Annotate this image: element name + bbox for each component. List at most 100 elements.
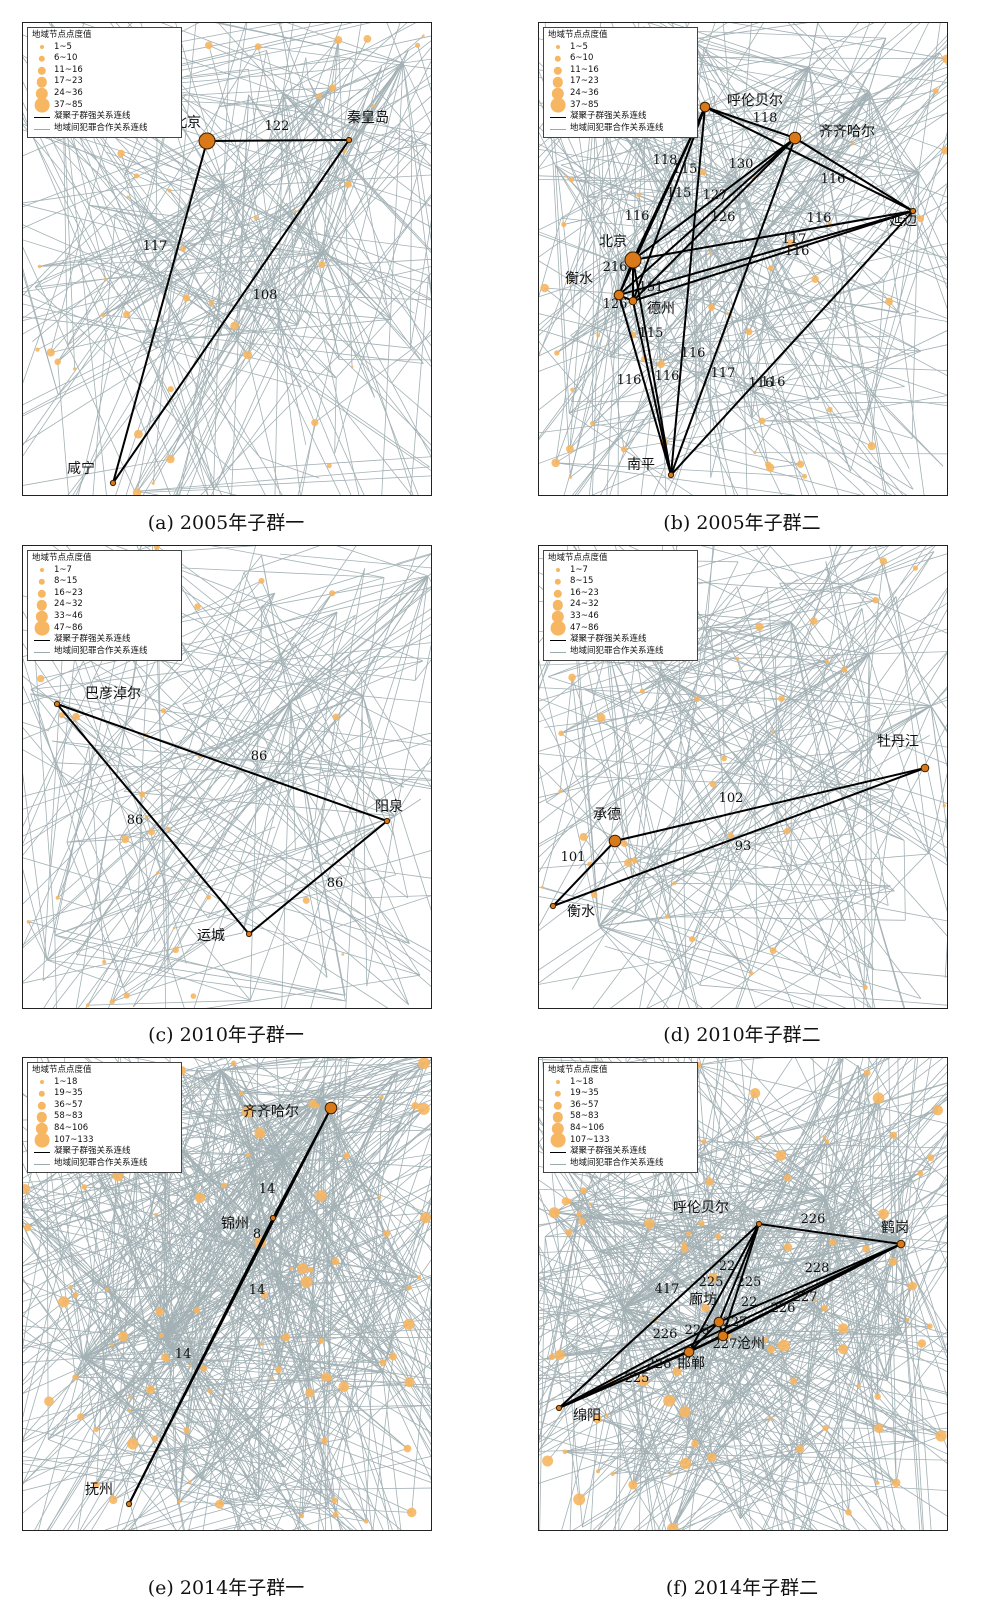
- panel-b-network-map: 118 118 116 115 116 130 127 126 116 117 116 117 116 1…: [538, 22, 948, 496]
- weak-link: [23, 1329, 259, 1501]
- weak-link: [66, 838, 126, 843]
- weak-link: [808, 1439, 861, 1530]
- weak-link: [748, 360, 769, 465]
- legend-class-label: 1~5: [570, 41, 588, 52]
- weak-link: [539, 234, 620, 264]
- city-node: [683, 1346, 695, 1358]
- legend-dot-icon: [35, 1122, 49, 1135]
- weak-link: [208, 45, 272, 274]
- weak-link: [129, 257, 212, 304]
- region-node: [160, 708, 166, 714]
- weak-link: [322, 252, 431, 301]
- weak-link: [23, 293, 144, 344]
- weak-link: [241, 1092, 284, 1159]
- weak-link: [611, 901, 847, 1008]
- weak-link: [61, 714, 431, 973]
- strong-links: [56, 703, 388, 935]
- weak-link: [278, 1286, 384, 1530]
- city-node: [345, 136, 353, 144]
- weak-link: [623, 92, 871, 450]
- weak-link: [658, 23, 887, 344]
- legend-class-label: 107~133: [54, 1134, 94, 1145]
- weak-link: [302, 1097, 324, 1269]
- weak-link: [912, 1285, 932, 1530]
- legend-class-label: 24~36: [54, 87, 83, 98]
- legend-dot-icon: [554, 578, 562, 586]
- strong-links: [112, 139, 350, 484]
- weak-link: [23, 1097, 324, 1335]
- region-node: [845, 1508, 852, 1516]
- weak-link: [908, 1287, 924, 1530]
- weak-link: [643, 90, 870, 360]
- legend-dot-icon: [38, 55, 46, 63]
- region-node: [825, 659, 830, 664]
- region-node: [332, 713, 340, 721]
- weak-link: [623, 395, 947, 450]
- weak-link: [546, 802, 875, 970]
- region-node: [305, 1388, 315, 1398]
- legend-strong-line-item: 凝聚子群强关系连线: [32, 1146, 178, 1158]
- weak-link: [260, 1274, 431, 1345]
- weak-link: [738, 182, 748, 495]
- weak-link: [64, 575, 429, 787]
- weak-link: [23, 1191, 394, 1357]
- weak-link: [57, 897, 95, 911]
- legend-class-item: 16~23: [32, 588, 178, 600]
- weak-link: [736, 1058, 793, 1142]
- weak-link: [211, 62, 404, 304]
- weak-link: [691, 842, 740, 940]
- weak-link: [569, 1297, 579, 1530]
- weak-link: [568, 412, 693, 495]
- region-node: [341, 953, 345, 956]
- weak-link: [280, 23, 323, 265]
- legend-class-item: 16~23: [548, 588, 694, 600]
- weak-link: [759, 626, 768, 731]
- weak-link: [221, 636, 396, 817]
- weak-link: [697, 1064, 756, 1094]
- weak-link: [751, 172, 920, 397]
- region-node: [164, 1356, 170, 1363]
- strong-link: [794, 137, 914, 212]
- legend-strong-line-item: 凝聚子群强关系连线: [32, 111, 178, 123]
- legend-class-item: 107~133: [32, 1132, 178, 1148]
- weak-link: [681, 1486, 770, 1530]
- weak-link: [898, 23, 941, 313]
- weak-link: [248, 69, 301, 495]
- weak-link: [192, 1058, 222, 1071]
- region-node: [691, 1439, 699, 1448]
- weak-link: [310, 575, 429, 1008]
- weak-link: [762, 420, 865, 424]
- weak-link: [539, 778, 621, 927]
- weak-link: [290, 701, 296, 851]
- legend-line-label: 地域间犯罪合作关系连线: [54, 122, 148, 133]
- weak-link: [23, 239, 298, 326]
- weak-link: [681, 52, 810, 68]
- weak-link: [301, 1362, 384, 1517]
- weak-link: [598, 659, 636, 927]
- weak-link: [591, 350, 922, 495]
- weak-link: [622, 1307, 947, 1517]
- weak-link: [213, 194, 431, 490]
- weak-links: [23, 1058, 431, 1530]
- weak-link: [220, 1069, 431, 1249]
- weak-link: [790, 621, 929, 855]
- region-node: [109, 998, 116, 1005]
- region-node: [680, 1245, 689, 1253]
- weak-link: [684, 1327, 720, 1413]
- weak-link: [23, 1069, 222, 1264]
- region-node: [856, 1383, 861, 1388]
- weak-link: [138, 252, 324, 435]
- weak-link: [539, 623, 939, 752]
- legend-weak-line-icon: [550, 128, 566, 130]
- weak-link: [375, 655, 431, 660]
- weak-link: [360, 761, 431, 814]
- link-weight-label: 86: [327, 876, 344, 891]
- weak-link: [293, 642, 396, 838]
- weak-link: [770, 37, 887, 269]
- weak-link: [622, 1099, 947, 1309]
- legend-class-item: 19~35: [32, 1088, 178, 1100]
- weak-link: [23, 246, 135, 491]
- weak-link: [596, 1362, 753, 1420]
- weak-link: [819, 586, 842, 697]
